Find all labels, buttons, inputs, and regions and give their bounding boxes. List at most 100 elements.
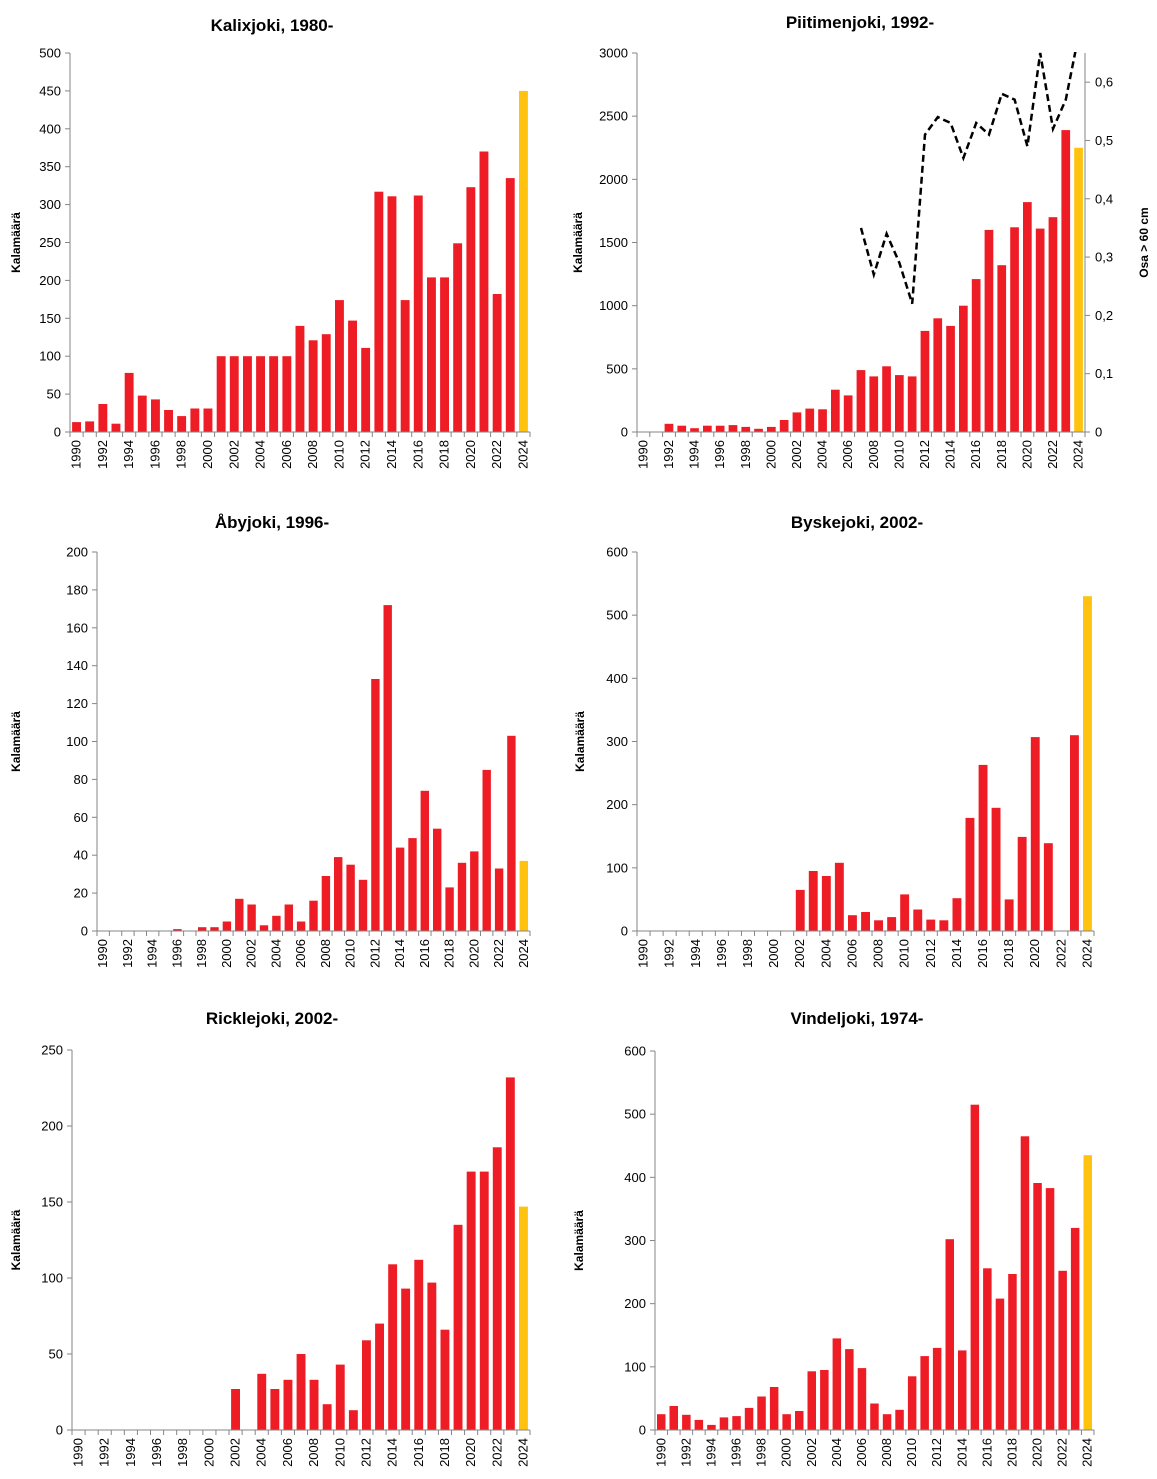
ricklejoki-bar-2005 (270, 1389, 280, 1430)
kalixjoki-bar-2018 (440, 277, 449, 432)
piitimenjoki-bar-2003 (805, 408, 815, 432)
kalixjoki-y-tick-label: 50 (47, 387, 61, 402)
byskejoki-bar-2020 (1030, 737, 1040, 931)
kalixjoki-bar-1994 (124, 372, 134, 432)
abyjoki-bar-2016 (420, 790, 429, 931)
abyjoki-x-tick-label: 2020 (466, 939, 481, 968)
ricklejoki-x-tick-label: 1992 (97, 1438, 112, 1467)
kalixjoki-x-tick-label: 2012 (358, 440, 373, 469)
byskejoki-x-tick-label: 2004 (818, 939, 833, 968)
piitimenjoki-x-tick-label: 1998 (738, 440, 753, 469)
abyjoki-bar-2012 (371, 679, 380, 931)
piitimenjoki-bar-1997 (728, 425, 738, 432)
kalixjoki-bar-2005 (269, 356, 279, 432)
byskejoki-x-tick-label: 2006 (844, 939, 859, 968)
piitimenjoki-bar-2011 (907, 376, 917, 432)
piitimenjoki-bar-2017 (984, 229, 994, 432)
kalixjoki-bar-2024 (519, 90, 528, 433)
abyjoki-y-tick-label: 160 (66, 620, 88, 635)
kalixjoki-bar-1999 (190, 408, 200, 432)
vindeljoki-y-tick-label: 200 (624, 1296, 646, 1311)
piitimenjoki-x-tick-label: 2016 (968, 440, 983, 469)
kalixjoki-bar-2003 (243, 356, 252, 432)
piitimenjoki-x-tick-label: 2006 (840, 440, 855, 469)
vindeljoki-bar-2008 (882, 1414, 892, 1430)
vindeljoki-title: Vindeljoki, 1974- (791, 1009, 924, 1028)
vindeljoki-bar-1990 (657, 1414, 666, 1430)
abyjoki-y-tick-label: 60 (74, 810, 88, 825)
ricklejoki-bar-2023 (505, 1077, 515, 1430)
abyjoki-bar-2002 (247, 904, 256, 931)
vindeljoki-bar-2004 (832, 1338, 842, 1430)
kalixjoki-x-tick-label: 1998 (174, 440, 189, 469)
byskejoki-x-tick-label: 2020 (1027, 939, 1042, 968)
kalixjoki-bar-2011 (348, 320, 357, 432)
piitimenjoki-y2-tick-label: 0,1 (1095, 366, 1113, 381)
kalixjoki-bar-2015 (400, 300, 410, 432)
abyjoki-bar-2024 (519, 860, 528, 931)
byskejoki-bar-2024 (1083, 596, 1092, 931)
piitimenjoki-bar-1994 (690, 428, 699, 432)
byskejoki-x-tick-label: 2016 (975, 939, 990, 968)
piitimenjoki-x-tick-label: 2020 (1019, 440, 1034, 469)
byskejoki-bar-2015 (965, 817, 975, 931)
byskejoki-bar-2007 (861, 912, 870, 931)
ricklejoki-x-tick-label: 2002 (228, 1438, 243, 1467)
vindeljoki-x-tick-label: 2012 (929, 1438, 944, 1467)
ricklejoki-x-tick-label: 1996 (149, 1438, 164, 1467)
kalixjoki-bar-2021 (479, 151, 489, 432)
kalixjoki-bar-1998 (177, 416, 187, 432)
abyjoki-bar-2010 (346, 864, 355, 931)
abyjoki-chart: Åbyjoki, 1996- Kalamäärä 0 20 40 60 80 100 120 14… (9, 513, 531, 968)
kalixjoki-title: Kalixjoki, 1980- (211, 16, 334, 35)
abyjoki-y-tick-label: 80 (74, 772, 88, 787)
piitimenjoki-x-tick-label: 1994 (687, 440, 702, 469)
vindeljoki-bar-2010 (907, 1376, 917, 1430)
byskejoki-x-tick-label: 2000 (766, 939, 781, 968)
piitimenjoki-bar-1996 (715, 425, 725, 432)
byskejoki-bar-2002 (795, 889, 805, 931)
ricklejoki-bar-2016 (414, 1259, 424, 1430)
byskejoki-y-tick-label: 200 (606, 797, 628, 812)
vindeljoki-bar-2017 (995, 1298, 1005, 1430)
byskejoki-bar-2014 (952, 898, 962, 931)
vindeljoki-bar-2007 (870, 1403, 879, 1430)
vindeljoki-bar-1992 (682, 1414, 691, 1430)
kalixjoki-y-tick-label: 300 (39, 197, 61, 212)
ricklejoki-y-axis-label: Kalamäärä (9, 1209, 23, 1270)
abyjoki-bar-1996 (173, 929, 182, 931)
piitimenjoki-x-tick-label: 2002 (789, 440, 804, 469)
byskejoki-bar-2021 (1043, 843, 1053, 931)
vindeljoki-x-tick-label: 2016 (979, 1438, 994, 1467)
byskejoki-x-tick-label: 2002 (792, 939, 807, 968)
piitimenjoki-title: Piitimenjoki, 1992- (786, 13, 934, 32)
abyjoki-bar-2018 (445, 887, 454, 931)
piitimenjoki-x-tick-label: 2024 (1071, 440, 1086, 469)
ricklejoki-y-tick-label: 250 (41, 1043, 63, 1058)
piitimenjoki-bar-2014 (946, 325, 955, 432)
piitimenjoki-bar-2024 (1074, 147, 1083, 433)
vindeljoki-bar-2000 (782, 1414, 791, 1430)
abyjoki-bar-2021 (482, 769, 491, 931)
byskejoki-bar-2003 (808, 871, 818, 931)
byskejoki-bar-2004 (821, 876, 831, 931)
kalixjoki-bar-1990 (72, 422, 81, 432)
vindeljoki-bar-1996 (732, 1416, 741, 1430)
abyjoki-x-tick-label: 2002 (244, 939, 259, 968)
ricklejoki-x-tick-label: 2006 (280, 1438, 295, 1467)
ricklejoki-x-tick-label: 2024 (515, 1438, 530, 1467)
ricklejoki-x-tick-label: 2000 (201, 1438, 216, 1467)
byskejoki-y-tick-label: 300 (606, 734, 628, 749)
kalixjoki-bar-2002 (229, 356, 239, 432)
kalixjoki-bar-2008 (308, 340, 318, 432)
abyjoki-bar-2017 (433, 828, 442, 931)
ricklejoki-y-tick-label: 100 (41, 1271, 63, 1286)
piitimenjoki-bar-2021 (1035, 228, 1045, 432)
kalixjoki-x-tick-label: 1996 (147, 440, 162, 469)
kalixjoki-y-tick-label: 150 (39, 311, 61, 326)
byskejoki-y-tick-label: 0 (621, 924, 628, 939)
byskejoki-x-tick-label: 2018 (1001, 939, 1016, 968)
vindeljoki-bar-2020 (1033, 1183, 1042, 1430)
piitimenjoki-x-tick-label: 2004 (815, 440, 830, 469)
ricklejoki-y-tick-label: 0 (56, 1423, 63, 1438)
